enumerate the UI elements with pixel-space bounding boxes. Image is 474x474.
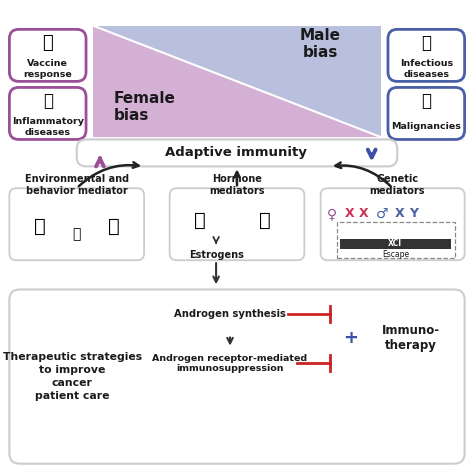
- Text: 🦠: 🦠: [43, 92, 53, 110]
- Text: Hormone
mediators: Hormone mediators: [209, 174, 265, 196]
- Text: Malignancies: Malignancies: [392, 122, 461, 131]
- FancyBboxPatch shape: [77, 139, 397, 166]
- Text: 🫀: 🫀: [34, 217, 46, 236]
- FancyBboxPatch shape: [9, 290, 465, 464]
- Polygon shape: [93, 26, 381, 137]
- Text: Infectious
diseases: Infectious diseases: [400, 59, 453, 79]
- Text: X: X: [345, 207, 354, 220]
- Text: X: X: [395, 207, 404, 220]
- Text: Immuno-
therapy: Immuno- therapy: [382, 324, 440, 352]
- Text: ♂: ♂: [376, 207, 388, 221]
- Text: 🫘: 🫘: [194, 211, 206, 230]
- Text: Inflammatory
diseases: Inflammatory diseases: [12, 117, 84, 137]
- FancyBboxPatch shape: [9, 29, 86, 82]
- Text: 🦠: 🦠: [421, 34, 431, 52]
- Text: Y: Y: [409, 207, 418, 220]
- FancyBboxPatch shape: [9, 188, 144, 260]
- Text: 💉: 💉: [42, 34, 53, 52]
- FancyBboxPatch shape: [320, 188, 465, 260]
- Text: Therapeutic strategies
to improve
cancer
patient care: Therapeutic strategies to improve cancer…: [2, 352, 142, 401]
- Bar: [337, 222, 456, 258]
- Text: Adaptive immunity: Adaptive immunity: [164, 146, 307, 159]
- Text: +: +: [343, 329, 358, 347]
- Polygon shape: [93, 26, 381, 137]
- FancyBboxPatch shape: [9, 87, 86, 139]
- Text: Female
bias: Female bias: [114, 91, 176, 123]
- Text: 🔴: 🔴: [421, 92, 431, 110]
- FancyBboxPatch shape: [388, 29, 465, 82]
- Bar: [340, 239, 451, 249]
- Text: Environmental and
behavior mediator: Environmental and behavior mediator: [25, 174, 129, 196]
- Text: Estrogens: Estrogens: [189, 250, 244, 260]
- Text: Androgen synthesis: Androgen synthesis: [174, 309, 286, 319]
- Text: Genetic
mediators: Genetic mediators: [370, 174, 425, 196]
- FancyBboxPatch shape: [388, 87, 465, 139]
- Text: 🍔: 🍔: [108, 217, 120, 236]
- Text: ♀: ♀: [327, 207, 337, 221]
- Text: 🚬: 🚬: [73, 228, 81, 242]
- Text: Male
bias: Male bias: [300, 28, 341, 60]
- Text: 🐚: 🐚: [259, 211, 271, 230]
- Text: X: X: [358, 207, 368, 220]
- Text: Escape: Escape: [382, 250, 409, 259]
- Text: XCI: XCI: [388, 239, 402, 248]
- FancyBboxPatch shape: [170, 188, 304, 260]
- Text: Androgen receptor-mediated
immunosuppression: Androgen receptor-mediated immunosuppres…: [153, 354, 308, 373]
- Text: Vaccine
response: Vaccine response: [23, 59, 72, 79]
